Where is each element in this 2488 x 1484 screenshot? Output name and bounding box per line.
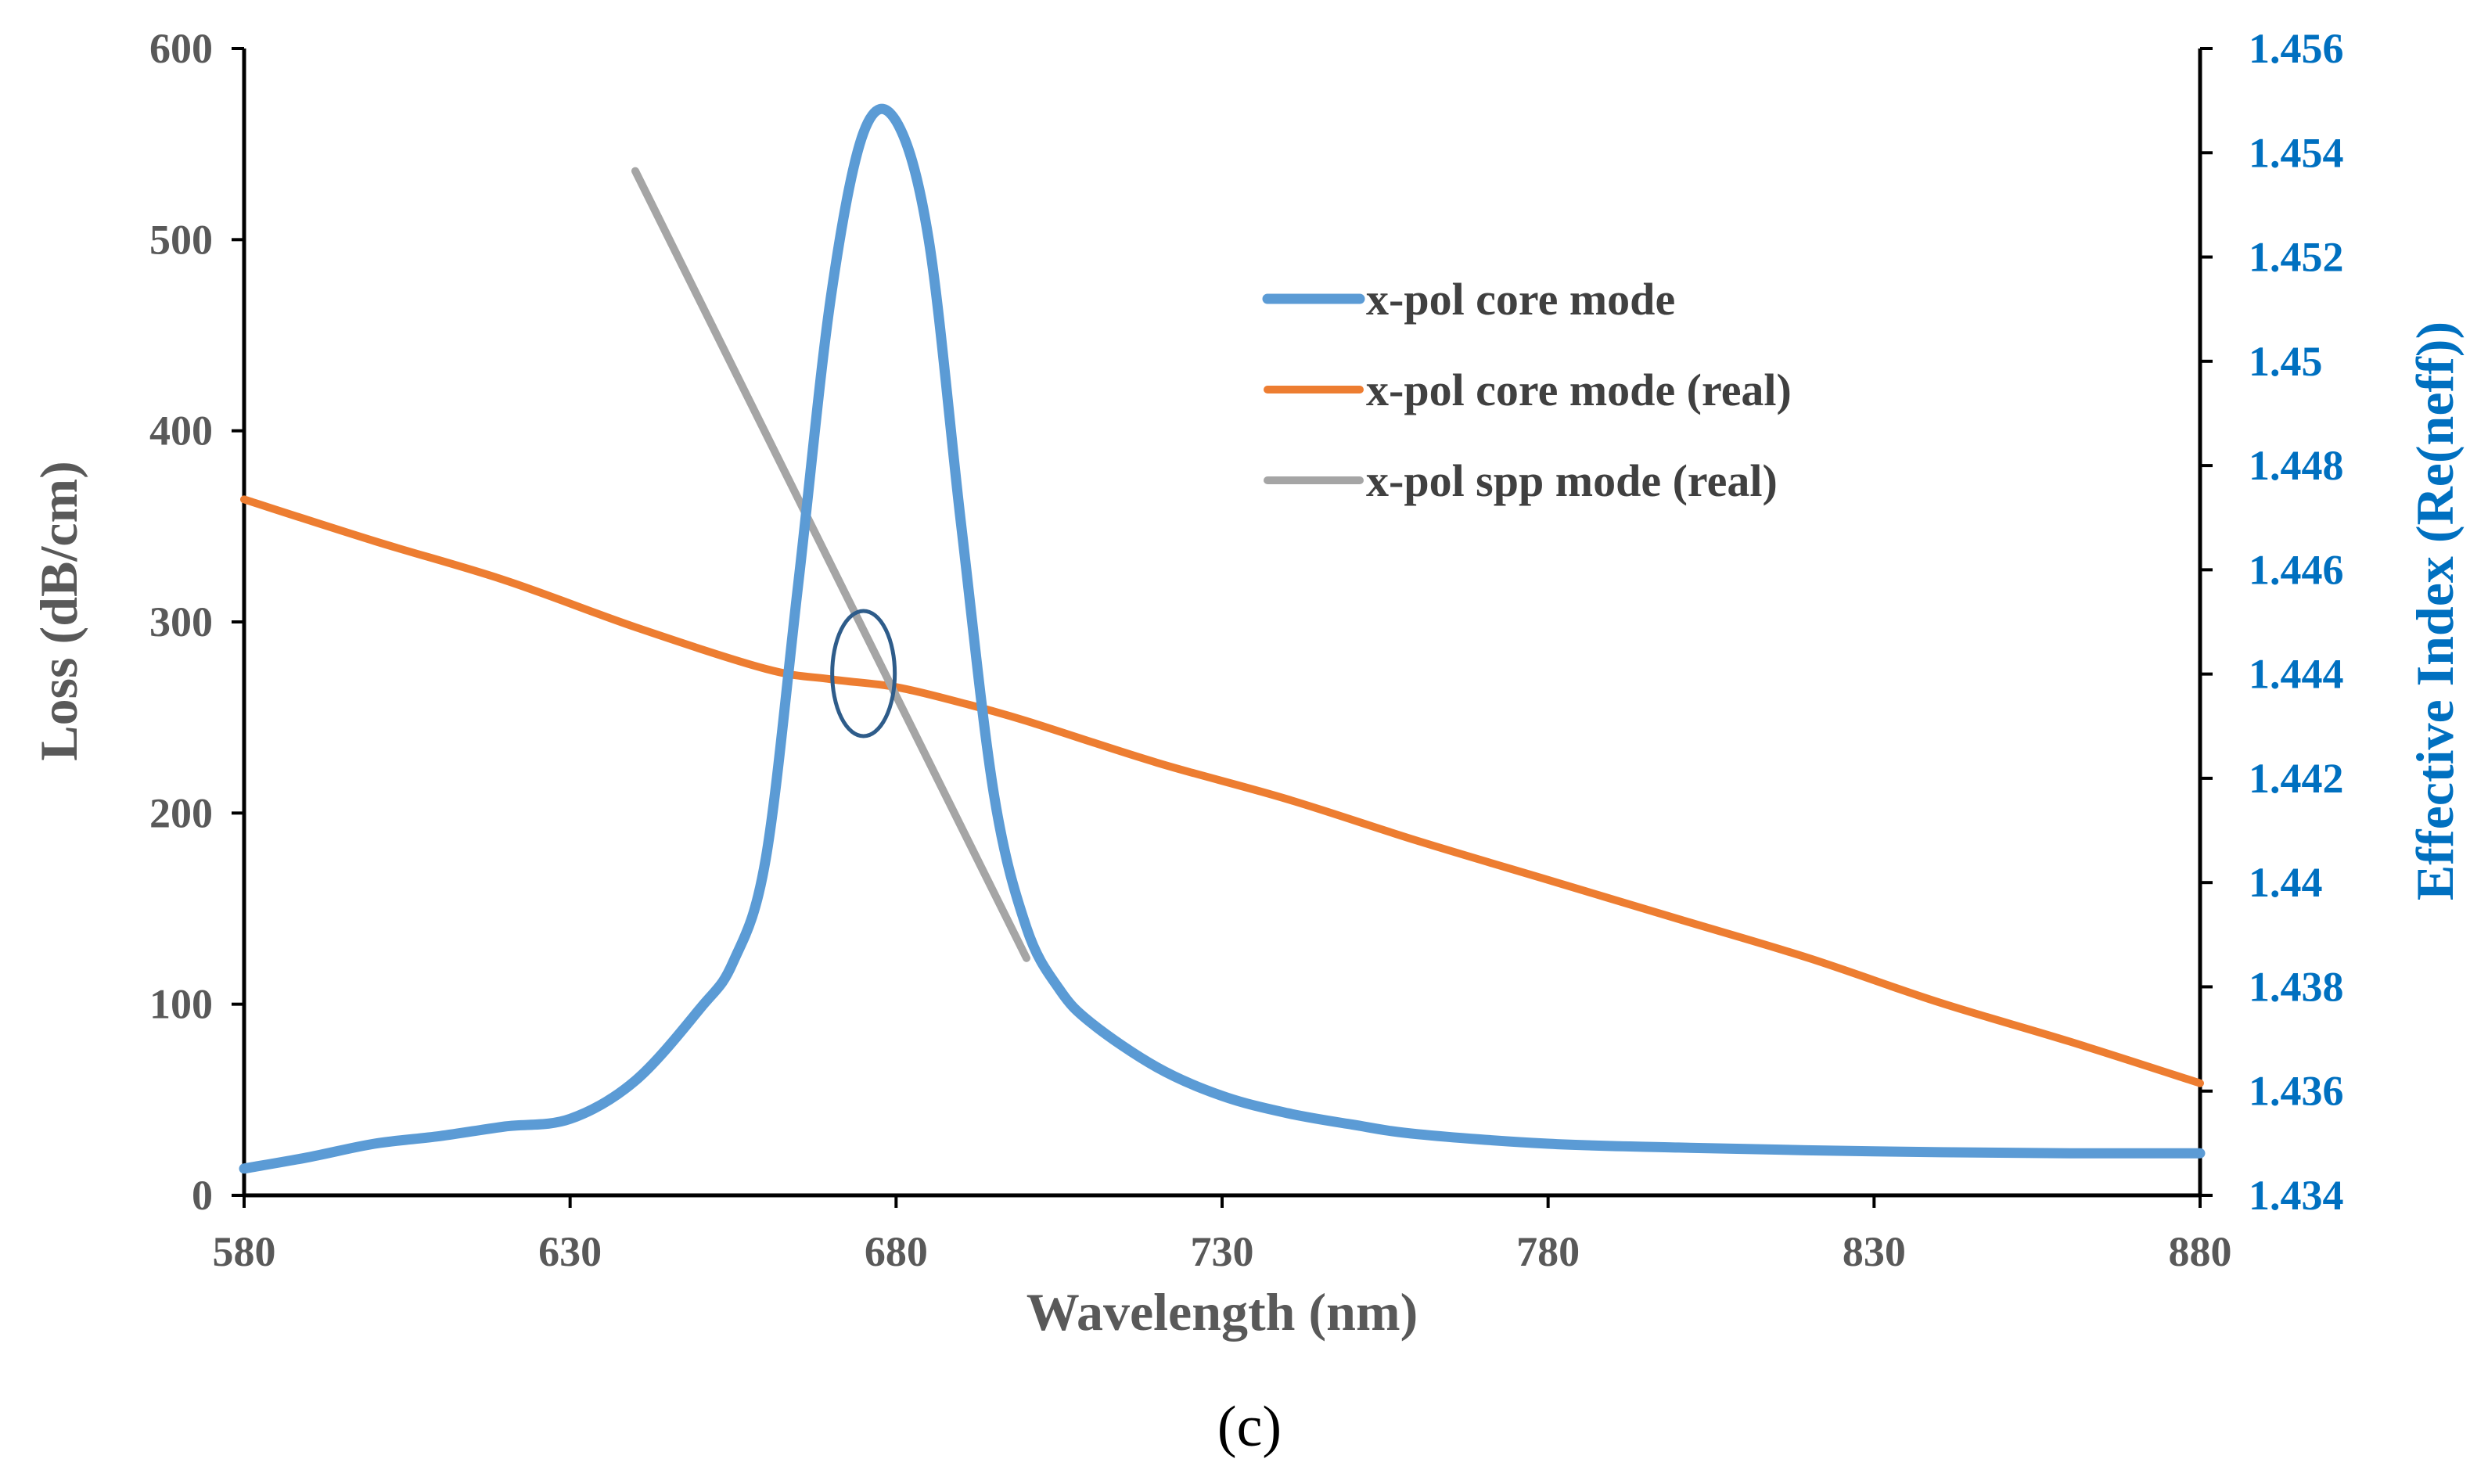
- y-axis-left-title: Loss (dB/cm): [29, 461, 88, 760]
- series-line-x-pol-core-mode-real: [240, 495, 2204, 1087]
- x-tick-label: 580: [213, 1228, 276, 1275]
- x-tick-label: 780: [1516, 1228, 1580, 1275]
- y-right-tick-label: 1.45: [2249, 338, 2323, 385]
- y-left-tick-label: 300: [149, 598, 213, 645]
- x-axis-ticks: 580 630 680 730 780 830 880: [213, 1195, 2232, 1275]
- y-left-tick-label: 500: [149, 216, 213, 263]
- legend: x-pol core mode x-pol core mode (real) x-p…: [1262, 274, 1792, 506]
- y-right-tick-label: 1.44: [2249, 859, 2323, 906]
- x-tick-label: 680: [865, 1228, 928, 1275]
- y-left-tick-label: 200: [149, 789, 213, 836]
- right-axis-ticks: 1.434 1.436 1.438 1.44 1.442 1.444 1.446 1.448 1…: [2200, 25, 2344, 1219]
- y-right-tick-label: 1.444: [2249, 651, 2344, 698]
- y-right-tick-label: 1.456: [2249, 25, 2344, 72]
- series-line-x-pol-spp-mode-real: [631, 167, 1030, 962]
- x-tick-label: 880: [2169, 1228, 2232, 1275]
- y-right-tick-label: 1.438: [2249, 963, 2344, 1010]
- x-tick-label: 630: [538, 1228, 602, 1275]
- x-axis-title: Wavelength (nm): [1026, 1282, 1418, 1342]
- y-left-tick-label: 100: [149, 981, 213, 1028]
- series-layer: [239, 103, 2206, 1174]
- figure-caption: (c): [1217, 1395, 1282, 1459]
- legend-label: x-pol spp mode (real): [1366, 455, 1778, 506]
- x-tick-label: 730: [1191, 1228, 1254, 1275]
- series-line-x-pol-core-mode-loss: [239, 103, 2206, 1174]
- legend-label: x-pol core mode (real): [1366, 365, 1792, 415]
- y-axis-right-title: Effective Index (Re(neff)): [2405, 322, 2465, 900]
- y-left-tick-label: 400: [149, 408, 213, 455]
- y-left-tick-label: 0: [192, 1172, 213, 1219]
- plot-axes: [242, 49, 2202, 1198]
- y-right-tick-label: 1.436: [2249, 1068, 2344, 1115]
- y-left-tick-label: 600: [149, 25, 213, 72]
- y-right-tick-label: 1.454: [2249, 129, 2344, 176]
- legend-label: x-pol core mode: [1366, 274, 1675, 325]
- crossing-ellipse-annotation: [830, 609, 897, 738]
- left-axis-ticks: 0 100 200 300 400 500 600: [149, 25, 244, 1219]
- y-right-tick-label: 1.446: [2249, 546, 2344, 593]
- y-right-tick-label: 1.434: [2249, 1172, 2344, 1219]
- annotation-layer: [830, 609, 897, 738]
- x-tick-label: 830: [1843, 1228, 1906, 1275]
- y-right-tick-label: 1.448: [2249, 442, 2344, 489]
- y-right-tick-label: 1.442: [2249, 755, 2344, 802]
- y-right-tick-label: 1.452: [2249, 234, 2344, 281]
